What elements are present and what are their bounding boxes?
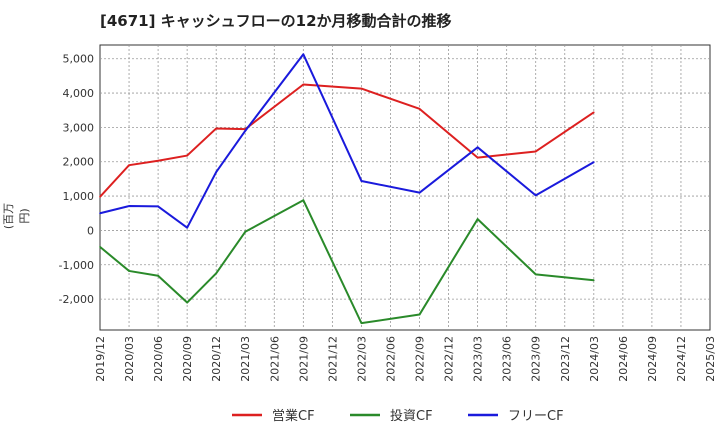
x-tick-label: 2020/06 [152, 336, 165, 382]
x-tick-label: 2022/09 [414, 336, 427, 382]
data-point [476, 146, 479, 149]
data-point [534, 194, 537, 197]
data-point [128, 270, 130, 272]
x-tick-label: 2022/06 [384, 336, 397, 382]
x-tick-label: 2022/03 [355, 336, 368, 382]
x-tick-label: 2021/09 [297, 336, 310, 382]
x-tick-label: 2020/03 [123, 336, 136, 382]
data-point [302, 83, 305, 86]
data-point [99, 246, 101, 248]
y-tick-label: 0 [87, 224, 94, 237]
x-tick-label: 2025/03 [704, 336, 717, 382]
x-tick-label: 2023/12 [559, 336, 572, 382]
data-point [186, 301, 188, 304]
x-tick-label: 2021/03 [239, 336, 252, 382]
data-point [593, 111, 595, 114]
y-tick-label: 3,000 [63, 121, 95, 134]
data-point [215, 272, 217, 275]
x-tick-label: 2022/12 [443, 336, 456, 382]
x-tick-label: 2020/12 [210, 336, 223, 382]
data-point [244, 230, 247, 233]
x-tick-label: 2024/03 [588, 336, 601, 382]
y-tick-label: 5,000 [63, 53, 95, 66]
legend-label: 営業CF [272, 408, 315, 424]
x-tick-label: 2024/09 [646, 336, 659, 382]
data-point [302, 199, 305, 202]
data-point [360, 87, 363, 90]
series-line-1 [99, 199, 594, 325]
data-point [157, 205, 159, 208]
x-tick-label: 2023/06 [501, 336, 514, 382]
data-point [186, 154, 188, 157]
x-tick-label: 2020/09 [181, 336, 194, 382]
data-point [476, 218, 479, 220]
data-point [593, 279, 595, 282]
y-tick-label: -2,000 [59, 293, 94, 306]
data-point [215, 171, 217, 173]
data-point [302, 53, 305, 56]
data-point [534, 150, 537, 153]
plot-area [99, 44, 711, 331]
x-tick-label: 2021/06 [268, 336, 281, 382]
data-point [99, 212, 101, 215]
data-point [244, 130, 247, 132]
y-tick-label: -1,000 [59, 259, 94, 272]
x-tick-label: 2024/12 [675, 336, 688, 382]
y-tick-label: 4,000 [63, 87, 95, 100]
data-point [128, 205, 130, 207]
data-point [360, 180, 363, 182]
data-point [418, 108, 421, 110]
data-point [418, 313, 421, 316]
series-line-2 [99, 53, 595, 229]
data-point [128, 164, 130, 166]
data-point [593, 161, 595, 163]
x-tick-label: 2019/12 [94, 336, 107, 382]
chart-title: [4671] キャッシュフローの12か月移動合計の推移 [100, 12, 452, 30]
data-point [157, 159, 159, 162]
x-tick-label: 2023/09 [530, 336, 543, 382]
data-point [157, 274, 159, 277]
data-point [186, 226, 188, 229]
y-tick-label: 1,000 [63, 190, 95, 203]
x-tick-label: 2023/03 [472, 336, 485, 382]
data-point [418, 191, 421, 194]
y-tick-label: 2,000 [63, 156, 95, 169]
legend-label: フリーCF [508, 409, 564, 424]
data-point [215, 127, 217, 130]
data-point [99, 195, 101, 198]
data-point [476, 156, 479, 159]
x-tick-label: 2021/12 [326, 336, 339, 382]
legend-label: 投資CF [390, 408, 433, 424]
data-point [534, 273, 537, 276]
x-tick-label: 2024/06 [617, 336, 630, 382]
data-point [360, 322, 363, 324]
